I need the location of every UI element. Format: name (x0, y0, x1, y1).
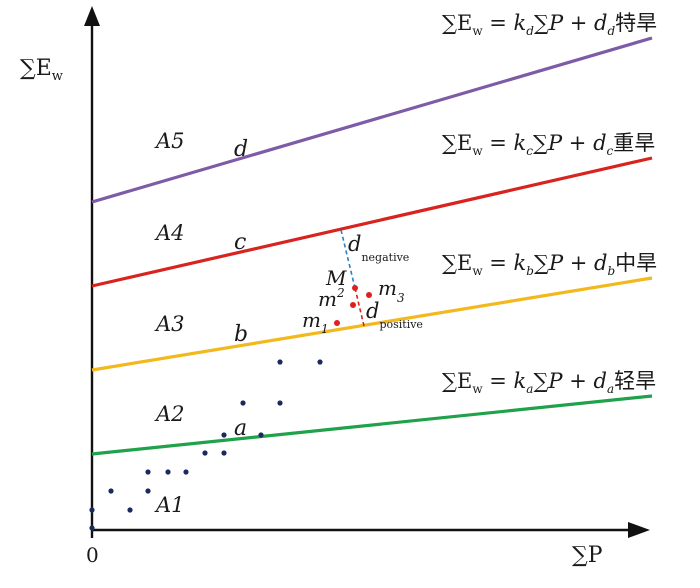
equation-moderate-drought: ∑Ew = kb∑P + db中旱 (442, 251, 657, 278)
region-label-a1: A1 (154, 493, 185, 517)
label-d-positive: dpositive (366, 299, 423, 331)
scatter-point (145, 469, 151, 475)
scatter-point (183, 469, 189, 475)
d-positive-dashed-line (354, 287, 365, 327)
label-d-negative: dnegative (348, 232, 409, 264)
scatter-point (202, 450, 208, 456)
y-axis-arrow-icon (84, 6, 100, 26)
region-label-a2: A2 (154, 402, 185, 426)
scatter-point (277, 359, 283, 365)
point-m2 (350, 302, 356, 308)
line-label-a: a (234, 416, 247, 441)
origin-label: 0 (86, 543, 99, 567)
scatter-point (89, 507, 95, 513)
scatter-point (165, 469, 171, 475)
line-label-c: c (234, 230, 246, 255)
d-negative-dashed-line (340, 229, 356, 289)
equation-light-drought: ∑Ew = ka∑P + da轻旱 (442, 369, 656, 396)
label-m3: m3 (378, 276, 405, 305)
scatter-point (89, 525, 95, 531)
x-axis-label: ∑P (572, 543, 603, 568)
point-m1 (334, 320, 340, 326)
scatter-point (221, 450, 227, 456)
scatter-point (277, 400, 283, 406)
line-a-light-drought (91, 394, 653, 456)
equation-special-drought: ∑Ew = kd∑P + dd特旱 (442, 11, 657, 38)
equation-severe-drought: ∑Ew = kc∑P + dc重旱 (442, 131, 655, 158)
line-c-severe-drought (91, 156, 653, 288)
scatter-point (240, 400, 246, 406)
scatter-point (127, 507, 133, 513)
scatter-point (145, 488, 151, 494)
scatter-point (108, 488, 114, 494)
y-axis-label: ∑Ew (20, 56, 63, 84)
region-label-a4: A4 (154, 221, 185, 245)
line-b-moderate-drought (91, 276, 653, 372)
scatter-point (258, 432, 264, 438)
label-M: M (325, 266, 347, 290)
point-m3 (366, 292, 372, 298)
line-label-d: d (234, 137, 248, 162)
label-m1: m1 (302, 308, 329, 336)
point-M (352, 285, 358, 291)
region-label-a5: A5 (154, 129, 185, 153)
line-d-special-drought (91, 36, 653, 204)
scatter-point (221, 432, 227, 438)
scatter-point (317, 359, 323, 365)
line-label-b: b (234, 322, 248, 347)
region-label-a3: A3 (154, 312, 185, 336)
label-m2: m2 (318, 286, 345, 311)
scatter-points (89, 359, 323, 531)
x-axis-arrow-icon (628, 522, 650, 538)
